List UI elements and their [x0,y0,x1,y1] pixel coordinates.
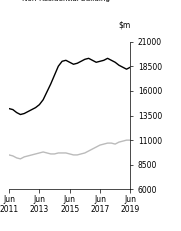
Residential building [72,63,75,66]
Non-Residential building [8,154,10,156]
Non-Residential building [16,156,18,159]
Residential building [42,98,44,101]
Non-Residential building [65,152,67,154]
Non-Residential building [42,151,44,153]
Non-Residential building [38,152,41,154]
Non-Residential building [50,152,52,155]
Residential building [125,68,128,70]
Non-Residential building [84,152,86,154]
Residential building [80,60,82,63]
Non-Residential building [125,139,128,142]
Residential building [118,64,120,67]
Residential building [114,61,116,64]
Non-Residential building [103,143,105,146]
Non-Residential building [118,141,120,143]
Non-Residential building [69,152,71,155]
Residential building [103,59,105,62]
Text: $m: $m [118,21,130,30]
Non-Residential building [46,152,48,154]
Residential building [91,59,94,62]
Non-Residential building [61,152,63,154]
Non-Residential building [31,154,33,156]
Non-Residential building [27,155,29,157]
Non-Residential building [19,158,22,160]
Non-Residential building [91,148,94,150]
Non-Residential building [129,139,131,142]
Residential building [106,57,109,60]
Line: Residential building: Residential building [9,58,130,115]
Non-Residential building [72,154,75,156]
Line: Non-Residential building: Non-Residential building [9,140,130,159]
Legend: Residential building, Non-Residential building: Residential building, Non-Residential bu… [7,0,110,2]
Residential building [99,60,101,63]
Non-Residential building [76,154,78,156]
Non-Residential building [110,142,112,144]
Non-Residential building [122,140,124,143]
Residential building [69,61,71,64]
Residential building [8,107,10,110]
Residential building [76,62,78,65]
Non-Residential building [88,150,90,152]
Residential building [16,111,18,114]
Non-Residential building [23,155,25,158]
Residential building [122,66,124,69]
Non-Residential building [57,152,59,154]
Non-Residential building [35,152,37,155]
Non-Residential building [114,143,116,146]
Residential building [129,66,131,69]
Non-Residential building [53,152,56,155]
Non-Residential building [106,142,109,144]
Residential building [61,60,63,63]
Residential building [95,61,97,64]
Residential building [27,110,29,113]
Residential building [57,65,59,68]
Residential building [35,106,37,109]
Residential building [65,59,67,62]
Non-Residential building [12,155,14,157]
Residential building [38,103,41,106]
Residential building [19,113,22,116]
Residential building [84,58,86,61]
Residential building [23,112,25,115]
Residential building [110,59,112,62]
Non-Residential building [95,146,97,149]
Non-Residential building [80,152,82,155]
Residential building [31,108,33,111]
Residential building [12,108,14,111]
Residential building [50,82,52,85]
Non-Residential building [99,144,101,146]
Residential building [46,91,48,93]
Residential building [53,74,56,76]
Residential building [88,57,90,60]
